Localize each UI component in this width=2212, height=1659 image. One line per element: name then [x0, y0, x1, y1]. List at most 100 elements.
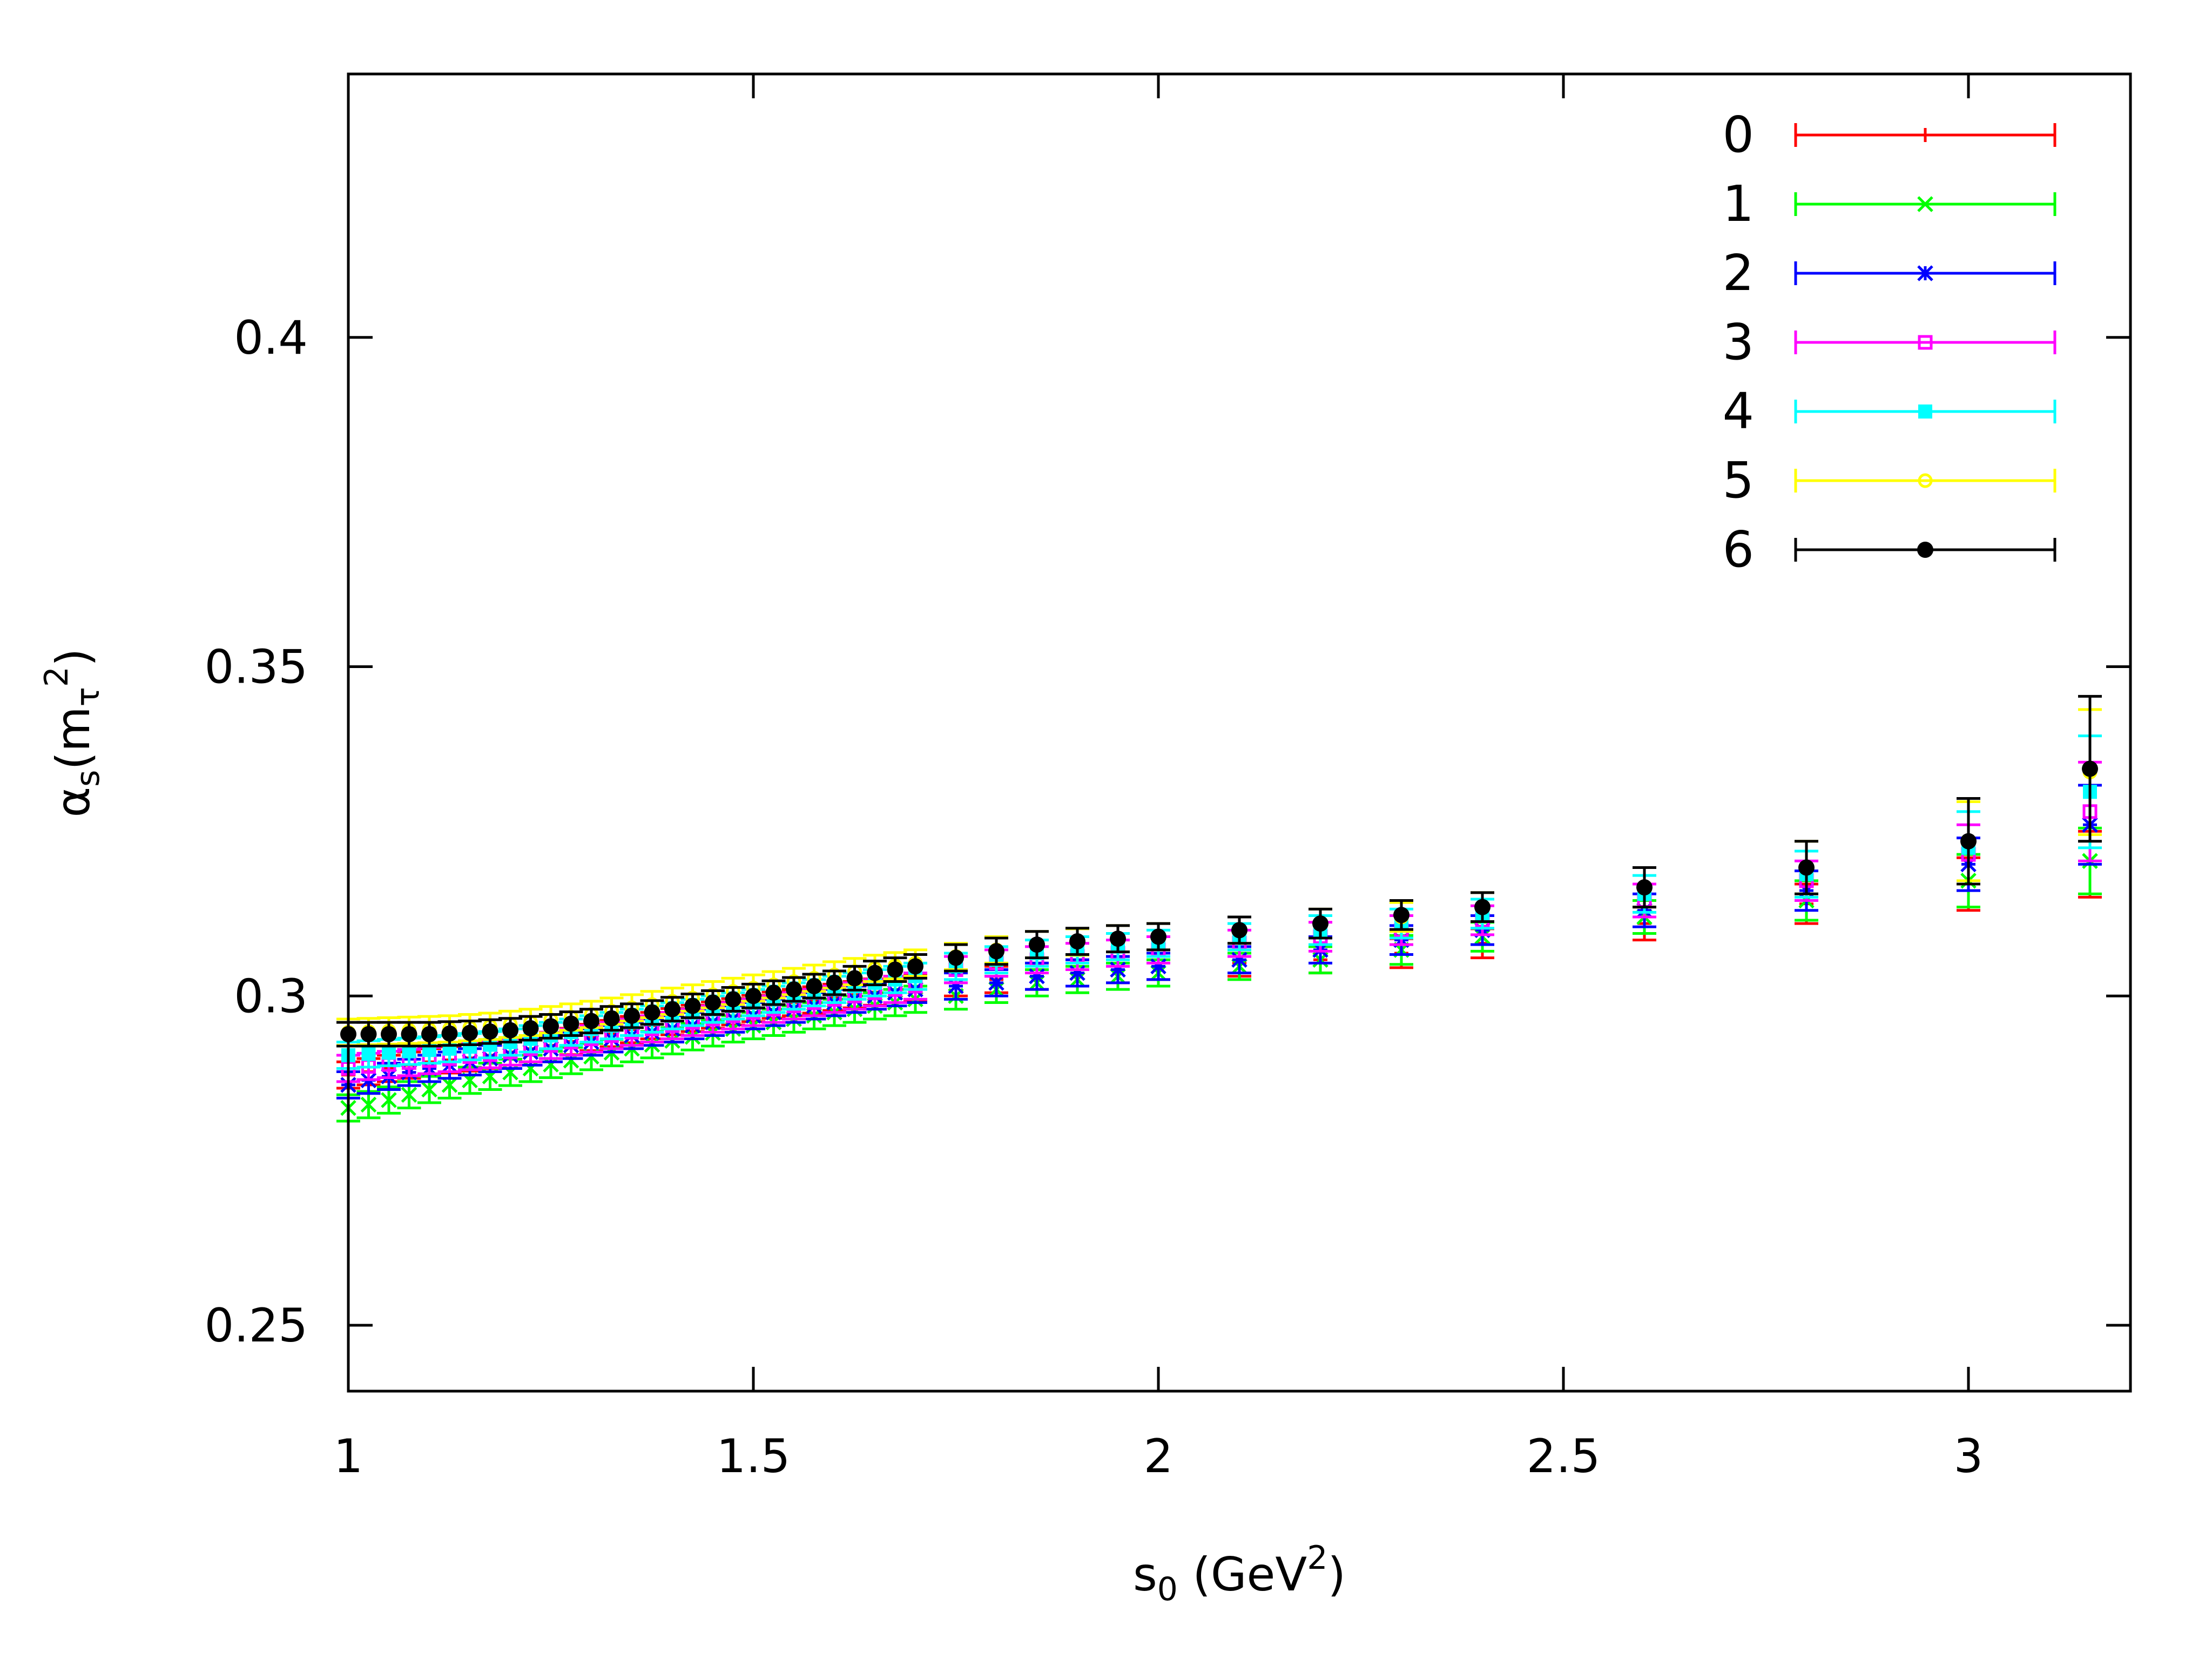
point-marker — [745, 988, 761, 1004]
legend-marker — [1918, 473, 1933, 488]
data-point — [397, 1021, 421, 1048]
axis-ticks — [347, 74, 2130, 1391]
y-tick-label: 0.25 — [205, 1299, 308, 1353]
data-point — [377, 1038, 401, 1068]
legend-item-3: 3 — [1722, 313, 2056, 371]
point-marker — [502, 1022, 518, 1038]
point-marker — [441, 1025, 458, 1042]
data-point — [984, 936, 1008, 966]
point-marker — [360, 1096, 377, 1113]
data-point — [701, 989, 725, 1016]
y-tick-label: 0.35 — [205, 640, 308, 694]
point-marker — [1110, 930, 1126, 947]
point-marker — [381, 1092, 397, 1108]
legend-label: 0 — [1722, 106, 1754, 164]
legend-item-0: 0 — [1722, 106, 2056, 164]
point-marker — [1636, 879, 1653, 896]
point-marker — [583, 1013, 599, 1029]
point-marker — [1312, 915, 1328, 932]
data-point — [539, 1013, 563, 1040]
point-marker — [988, 975, 1004, 991]
data-point — [1957, 797, 1980, 886]
point-marker — [603, 1010, 620, 1027]
point-marker — [1029, 936, 1045, 953]
legend-marker — [1918, 335, 1933, 350]
data-series — [336, 694, 2102, 1123]
point-marker — [563, 1015, 579, 1032]
x-tick-label: 3 — [1954, 1429, 1984, 1483]
data-point — [1147, 922, 1170, 952]
data-point — [437, 1020, 462, 1047]
point-marker — [988, 943, 1004, 960]
y-label-open: (m — [46, 706, 100, 770]
legend-item-2: 2 — [1722, 244, 2056, 302]
data-point — [761, 979, 786, 1006]
legend-item-5: 5 — [1722, 451, 2056, 509]
point-marker — [765, 984, 782, 1001]
legend-label: 6 — [1722, 521, 1754, 578]
point-marker — [786, 981, 802, 998]
data-point — [1471, 891, 1494, 923]
y-label-close: ) — [46, 648, 100, 666]
point-marker — [644, 1004, 660, 1021]
data-point — [377, 1021, 401, 1048]
legend-label: 3 — [1722, 313, 1754, 371]
data-point — [559, 1010, 583, 1037]
data-point — [1228, 915, 1251, 945]
data-point — [863, 960, 887, 987]
y-tick-label: 0.4 — [234, 311, 308, 365]
point-marker — [421, 1081, 437, 1098]
legend-marker — [1917, 196, 1933, 212]
point-marker — [1960, 833, 1977, 849]
data-point — [822, 969, 846, 996]
point-marker — [1231, 922, 1247, 939]
x-label-s: s — [1133, 1548, 1157, 1602]
point-marker — [382, 1046, 396, 1060]
data-point — [782, 976, 806, 1003]
y-label-sup-2: 2 — [38, 666, 76, 687]
point-marker — [421, 1026, 437, 1043]
data-point — [1106, 955, 1130, 984]
legend-label: 5 — [1722, 451, 1754, 509]
point-marker — [401, 1026, 417, 1043]
y-label-sub-s: s — [69, 770, 107, 787]
legend-item-6: 6 — [1722, 521, 2056, 578]
data-point — [660, 996, 684, 1023]
legend-label: 4 — [1722, 382, 1754, 440]
point-marker — [1150, 928, 1166, 945]
point-marker — [361, 1047, 376, 1061]
legend-label: 1 — [1722, 175, 1754, 233]
data-point — [944, 943, 968, 973]
point-marker — [948, 978, 964, 994]
series-6 — [336, 694, 2102, 1048]
x-tick-label: 1 — [334, 1429, 363, 1483]
data-point — [579, 1008, 603, 1035]
point-marker — [1798, 859, 1815, 876]
legend-item-4: 4 — [1722, 382, 2056, 440]
point-marker — [948, 949, 964, 966]
data-point — [1025, 930, 1049, 960]
point-marker — [907, 958, 923, 975]
legend-marker — [1917, 265, 1933, 281]
x-label-unit-close: ) — [1327, 1548, 1346, 1602]
data-point — [1390, 899, 1413, 931]
point-marker — [806, 978, 822, 995]
point-marker — [522, 1060, 539, 1077]
y-tick-label: 0.3 — [234, 969, 308, 1023]
data-point — [721, 986, 745, 1013]
data-point — [417, 1021, 441, 1048]
point-marker — [482, 1023, 498, 1040]
point-marker — [664, 1001, 680, 1017]
data-point — [680, 993, 705, 1020]
point-marker — [1069, 933, 1085, 950]
point-marker — [401, 1087, 417, 1103]
point-marker — [360, 1026, 377, 1043]
data-point — [498, 1017, 522, 1044]
data-point — [478, 1018, 502, 1045]
legend: 0 1 2 3 4 5 6 — [1722, 106, 2056, 578]
data-point — [1065, 927, 1089, 956]
point-marker — [462, 1024, 478, 1041]
x-label-sup-2: 2 — [1307, 1539, 1327, 1577]
data-point — [620, 1002, 644, 1029]
